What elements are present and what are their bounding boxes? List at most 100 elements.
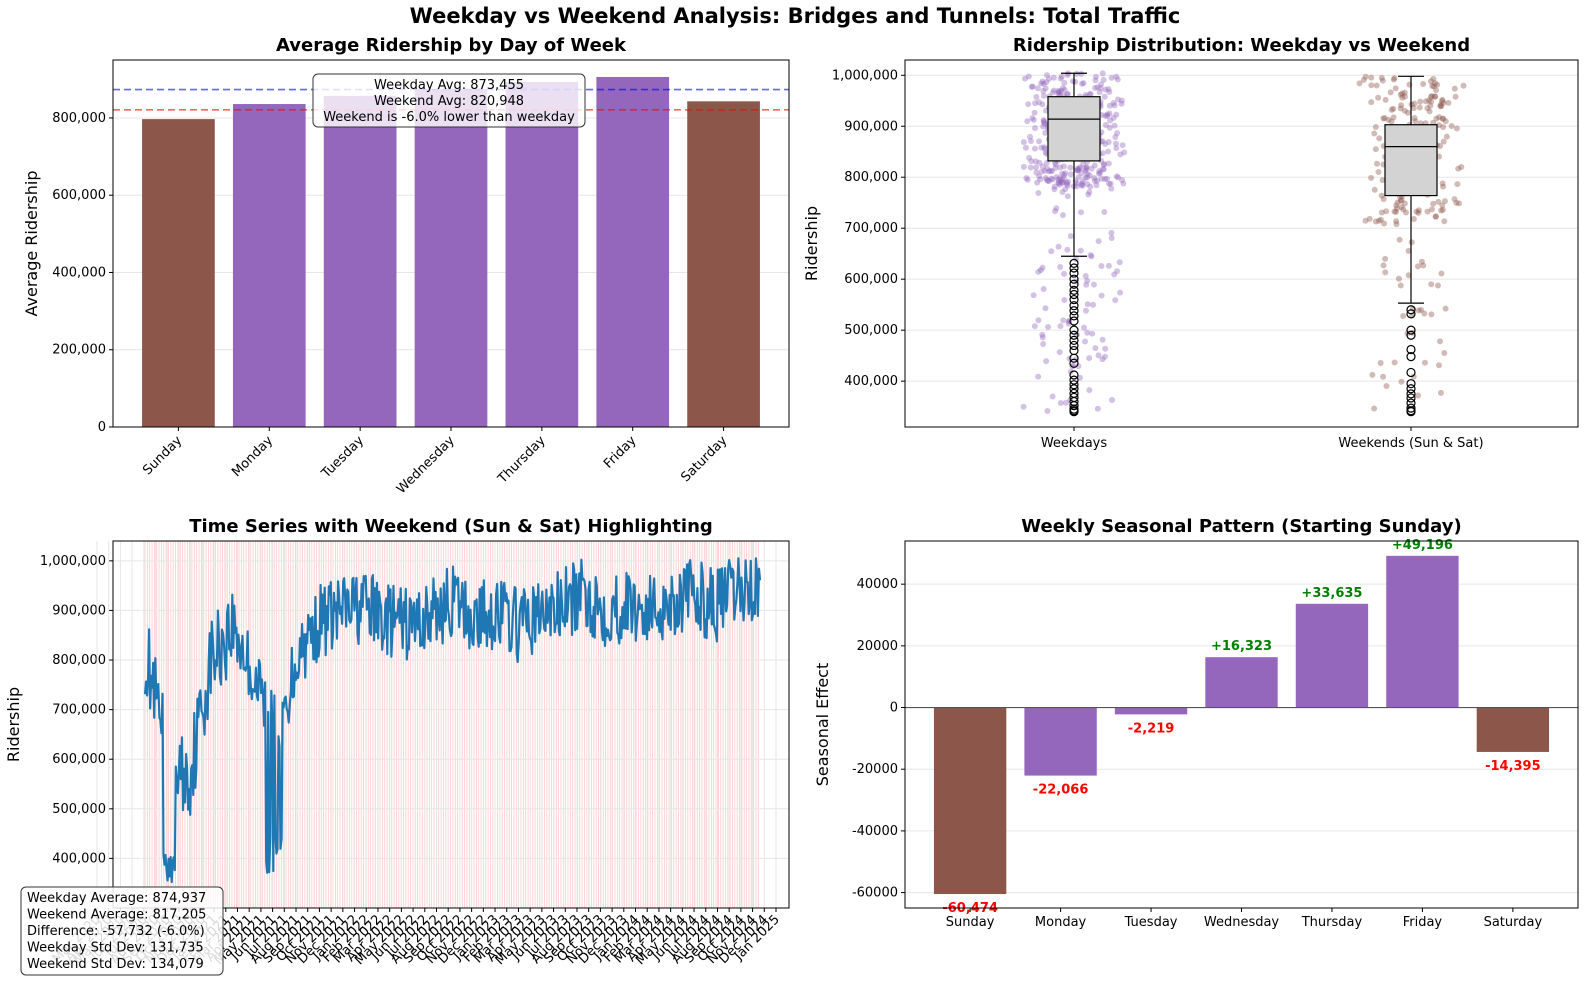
jitter-point <box>1377 359 1384 366</box>
x-tick-label: Wednesday <box>394 433 458 497</box>
jitter-point <box>1374 160 1381 167</box>
jitter-point <box>1368 174 1375 181</box>
jitter-point <box>1380 196 1387 203</box>
jitter-point <box>1438 270 1445 277</box>
jitter-point <box>1402 209 1409 216</box>
jitter-point <box>1045 168 1052 175</box>
jitter-point <box>1024 176 1031 183</box>
jitter-point <box>1080 80 1087 87</box>
jitter-point <box>1110 100 1117 107</box>
outlier-point <box>1406 403 1416 413</box>
jitter-point <box>1397 105 1404 112</box>
jitter-point <box>1418 306 1425 313</box>
y-tick-label: 900,000 <box>52 603 106 618</box>
jitter-point <box>1049 393 1056 400</box>
jitter-point <box>1391 208 1398 215</box>
jitter-point <box>1113 111 1120 118</box>
jitter-point <box>1032 125 1039 132</box>
annotation-line: Weekday Avg: 873,455 <box>374 78 524 93</box>
jitter-point <box>1057 323 1064 330</box>
jitter-point <box>1030 292 1037 299</box>
jitter-point <box>1083 164 1090 171</box>
outlier-point <box>1069 279 1079 289</box>
x-tick-label: Sunday <box>946 915 995 930</box>
jitter-point <box>1048 248 1055 255</box>
jitter-point <box>1115 174 1122 181</box>
jitter-point <box>1088 253 1095 260</box>
jitter-point <box>1059 170 1066 177</box>
jitter-point <box>1105 148 1112 155</box>
jitter-point <box>1376 135 1383 142</box>
jitter-point <box>1106 110 1113 117</box>
jitter-point <box>1115 96 1122 103</box>
jitter-point <box>1427 78 1434 85</box>
jitter-point <box>1102 345 1109 352</box>
x-tick-label: Saturday <box>678 433 730 485</box>
jitter-point <box>1074 165 1081 172</box>
jitter-point <box>1039 331 1046 338</box>
jitter-point <box>1375 169 1382 176</box>
jitter-point <box>1029 115 1036 122</box>
jitter-point <box>1020 403 1027 410</box>
jitter-point <box>1390 76 1397 83</box>
jitter-point <box>1388 106 1395 113</box>
jitter-point <box>1089 330 1096 337</box>
jitter-point <box>1440 183 1447 190</box>
jitter-point <box>1056 175 1063 182</box>
jitter-point <box>1437 103 1444 110</box>
outlier-point <box>1406 330 1416 340</box>
jitter-point <box>1057 178 1064 185</box>
jitter-point <box>1084 170 1091 177</box>
jitter-point <box>1074 167 1081 174</box>
jitter-point <box>1405 247 1412 254</box>
jitter-point <box>1088 165 1095 172</box>
jitter-point <box>1049 168 1056 175</box>
jitter-point <box>1110 114 1117 121</box>
jitter-point <box>1427 93 1434 100</box>
jitter-point <box>1058 87 1065 94</box>
jitter-point <box>1113 173 1120 180</box>
value-label: -14,395 <box>1485 759 1541 774</box>
jitter-point <box>1377 216 1384 223</box>
jitter-point <box>1091 177 1098 184</box>
jitter-point <box>1078 170 1085 177</box>
y-tick-label: 500,000 <box>844 323 898 338</box>
jitter-point <box>1041 167 1048 174</box>
jitter-point <box>1108 74 1115 81</box>
jitter-point <box>1452 93 1459 100</box>
y-tick-label: -40000 <box>852 824 898 839</box>
jitter-point <box>1460 82 1467 89</box>
jitter-point <box>1078 70 1085 77</box>
jitter-point <box>1039 78 1046 85</box>
jitter-point <box>1032 158 1039 165</box>
jitter-point <box>1393 221 1400 228</box>
jitter-point <box>1039 264 1046 271</box>
y-tick-label: 1,000,000 <box>40 554 106 569</box>
jitter-point <box>1422 98 1429 105</box>
jitter-point <box>1121 149 1128 156</box>
jitter-point <box>1045 324 1052 331</box>
jitter-point <box>1082 174 1089 181</box>
jitter-point <box>1399 94 1406 101</box>
jitter-point <box>1398 197 1405 204</box>
outlier-point <box>1069 289 1079 300</box>
x-tick-label: Tuesday <box>318 433 367 482</box>
jitter-point <box>1091 162 1098 169</box>
jitter-point <box>1059 188 1066 195</box>
jitter-point <box>1059 212 1066 219</box>
jitter-point <box>1053 174 1060 181</box>
jitter-point <box>1404 109 1411 116</box>
value-label: +16,323 <box>1211 639 1272 654</box>
panel-title: Average Ridership by Day of Week <box>276 35 627 56</box>
jitter-point <box>1416 104 1423 111</box>
jitter-point <box>1063 399 1070 406</box>
jitter-point <box>1028 158 1035 165</box>
y-axis-label: Ridership <box>802 206 821 281</box>
jitter-point <box>1438 207 1445 214</box>
jitter-point <box>1040 80 1047 87</box>
outlier-point <box>1069 380 1079 390</box>
jitter-point <box>1398 204 1405 211</box>
x-tick-label: Monday <box>1035 915 1087 930</box>
bar-thursday <box>505 82 579 428</box>
jitter-point <box>1031 323 1038 330</box>
